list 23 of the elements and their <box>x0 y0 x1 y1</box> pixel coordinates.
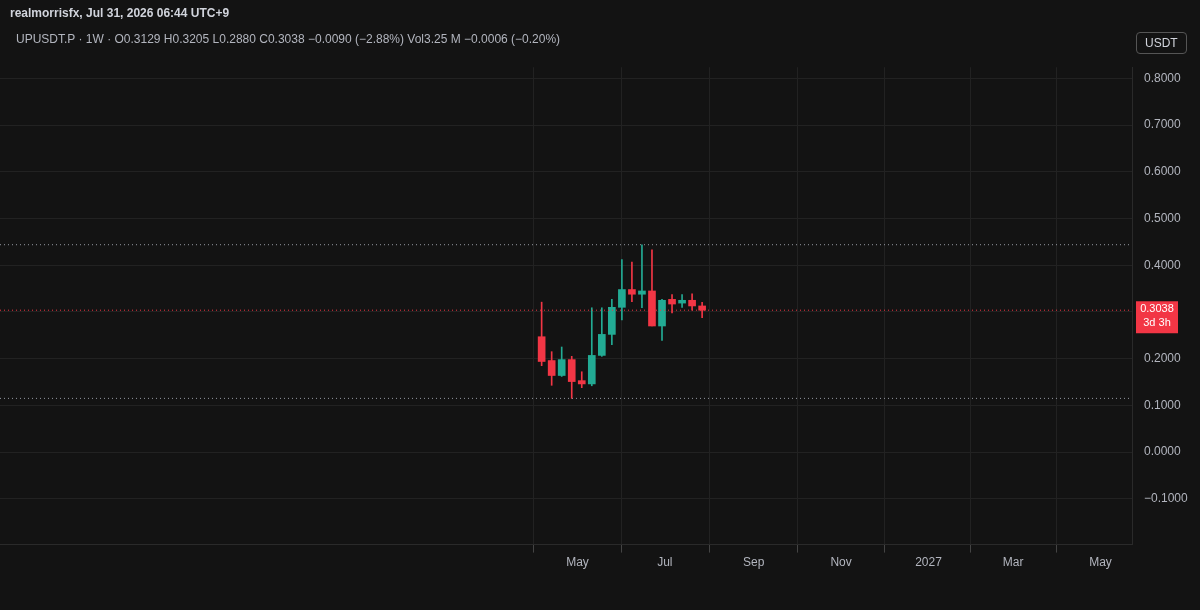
y-tick-label: −0.1000 <box>1144 491 1189 506</box>
chart-subtitle: UPUSDT.P · 1W · O0.3129 H0.3205 L0.2880 C0.3038 −0.0090 (−2.88%) Vol3.25 M −0.0006 (−0.20%) <box>16 32 561 46</box>
y-tick-label: 0.4000 <box>1144 257 1182 272</box>
y-tick-label: 0.6000 <box>1144 164 1182 179</box>
x-tick-label: Mar <box>1002 555 1024 570</box>
y-tick-label: 0.0000 <box>1144 444 1182 459</box>
x-tick-label: May <box>1089 555 1112 570</box>
y-axis-title: USDT <box>1136 32 1187 54</box>
y-tick-label: 0.7000 <box>1144 117 1182 132</box>
chart-title: realmorrisfx, Jul 31, 2026 06:44 UTC+9 <box>10 6 230 20</box>
x-tick-label: Jul <box>657 555 673 570</box>
x-tick-label: Nov <box>830 555 852 570</box>
x-tick-label: 2027 <box>915 555 943 570</box>
candlestick <box>577 371 586 388</box>
y-tick-label: 0.5000 <box>1144 210 1182 225</box>
y-tick-label: 0.8000 <box>1144 70 1182 85</box>
y-tick-label: 0.2000 <box>1144 351 1182 365</box>
candlestick <box>628 261 636 303</box>
x-tick-label: Sep <box>743 555 765 570</box>
ref-line-label: 0.3038 3d 3h <box>1140 302 1174 329</box>
candlestick <box>638 244 646 309</box>
x-tick-label: May <box>566 555 589 570</box>
y-tick-label: 0.1000 <box>1144 397 1182 412</box>
